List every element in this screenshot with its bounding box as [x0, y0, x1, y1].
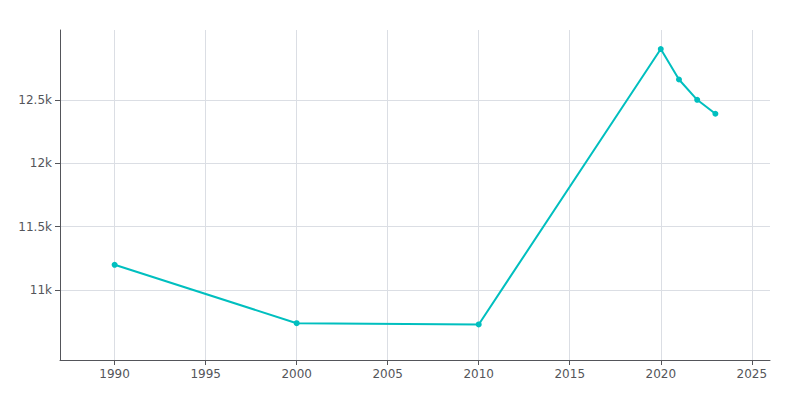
- svg-text:12.5k: 12.5k: [18, 93, 52, 107]
- svg-text:2005: 2005: [372, 367, 403, 381]
- svg-text:2020: 2020: [645, 367, 676, 381]
- svg-text:2010: 2010: [463, 367, 494, 381]
- svg-text:2000: 2000: [281, 367, 312, 381]
- svg-text:2025: 2025: [737, 367, 768, 381]
- svg-text:1995: 1995: [190, 367, 221, 381]
- svg-text:1990: 1990: [99, 367, 130, 381]
- svg-text:11k: 11k: [30, 283, 52, 297]
- svg-text:2015: 2015: [554, 367, 585, 381]
- svg-text:12k: 12k: [30, 156, 52, 170]
- svg-text:11.5k: 11.5k: [18, 220, 52, 234]
